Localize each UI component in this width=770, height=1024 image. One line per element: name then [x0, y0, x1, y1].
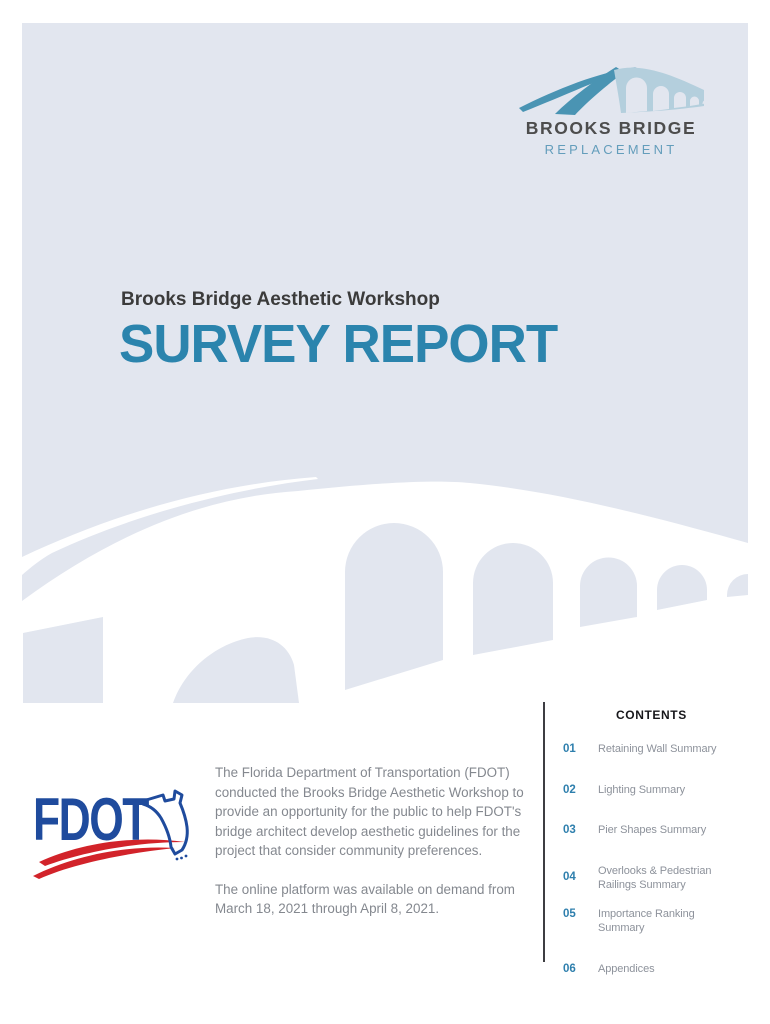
brand-bridge-icon: [518, 67, 704, 115]
brand-logo: BROOKS BRIDGE REPLACEMENT: [506, 58, 716, 157]
title-block: Brooks Bridge Aesthetic Workshop SURVEY …: [119, 289, 566, 375]
cover-panel: [22, 23, 748, 703]
report-subtitle: Brooks Bridge Aesthetic Workshop: [121, 289, 440, 310]
contents-item-number: 02: [563, 783, 576, 796]
fdot-text: FDOT: [33, 787, 149, 854]
bridge-silhouette-artwork: [22, 23, 748, 703]
contents-item-05[interactable]: 05 Importance Ranking Summary: [563, 907, 739, 936]
fdot-logo: FDOT: [33, 783, 201, 881]
intro-paragraph-2: The online platform was available on dem…: [215, 881, 515, 917]
contents-item-02[interactable]: 02 Lighting Summary: [563, 783, 739, 798]
fdot-red-swoosh-lower: [33, 847, 175, 879]
contents-item-label: Appendices: [598, 962, 655, 975]
contents-divider-line: [543, 702, 545, 962]
brand-name: BROOKS BRIDGE: [525, 118, 697, 138]
contents-item-01[interactable]: 01 Retaining Wall Summary: [563, 742, 739, 757]
contents-item-04[interactable]: 04 Overlooks & Pedestrian Railings Summa…: [563, 864, 739, 893]
contents-item-number: 04: [563, 870, 576, 883]
florida-outline-icon: [141, 789, 189, 861]
brand-subtitle: REPLACEMENT: [544, 142, 678, 157]
contents-item-06[interactable]: 06 Appendices: [563, 962, 739, 977]
contents-item-label: Importance Ranking Summary: [598, 907, 695, 935]
contents-item-number: 03: [563, 824, 576, 836]
intro-text: The Florida Department of Transportation…: [215, 763, 553, 919]
contents-item-label: Pier Shapes Summary: [598, 824, 707, 836]
report-title: SURVEY REPORT: [119, 314, 558, 374]
intro-paragraph-1: The Florida Department of Transportation…: [215, 765, 524, 858]
contents-item-label: Overlooks & Pedestrian Railings Summary: [598, 864, 712, 892]
contents-item-label: Lighting Summary: [598, 783, 686, 796]
contents-item-number: 05: [563, 907, 576, 920]
contents-item-03[interactable]: 03 Pier Shapes Summary: [563, 823, 739, 838]
contents-item-number: 06: [563, 962, 576, 975]
contents-list: CONTENTS 01 Retaining Wall Summary 02 Li…: [563, 708, 739, 1002]
contents-item-label: Retaining Wall Summary: [598, 743, 717, 755]
fdot-logo-graphic: FDOT: [33, 787, 189, 879]
contents-item-number: 01: [563, 743, 576, 755]
contents-heading: CONTENTS: [616, 708, 687, 722]
